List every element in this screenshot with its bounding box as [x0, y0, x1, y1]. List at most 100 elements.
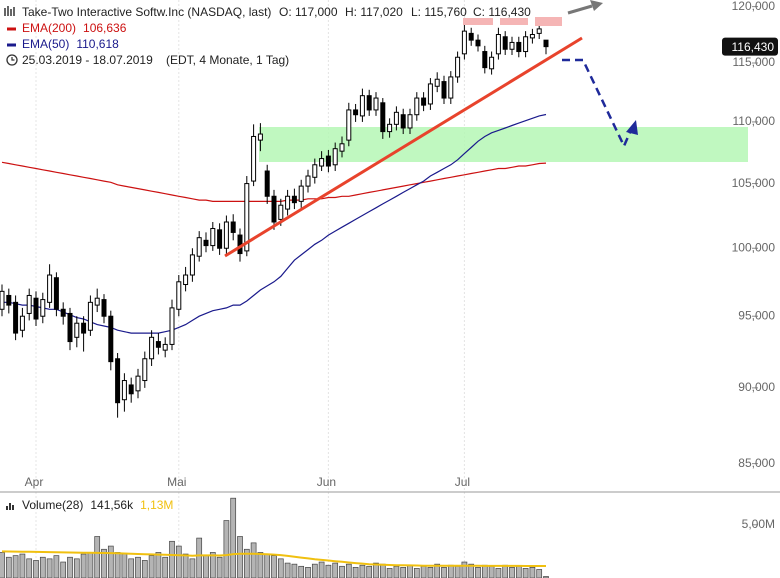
volume-bar	[271, 555, 277, 578]
volume-bar	[468, 563, 475, 578]
candle-body	[421, 97, 427, 106]
candle-body	[13, 301, 19, 334]
volume-bar	[339, 565, 345, 578]
volume-bar	[121, 553, 128, 578]
volume-bar	[141, 560, 148, 578]
volume-bar	[12, 555, 19, 578]
volume-bar	[529, 567, 536, 578]
candle-body	[448, 76, 454, 99]
volume-bar	[332, 562, 339, 578]
volume-bar	[420, 565, 427, 578]
y-tick-label: 90,000	[738, 380, 775, 394]
candle-body	[183, 274, 189, 286]
candle-body	[87, 301, 93, 331]
candle-body	[0, 290, 5, 310]
volume-bar	[434, 563, 441, 578]
volume-bar	[311, 563, 318, 578]
volume-bar	[284, 562, 291, 578]
candle-body	[135, 375, 141, 392]
volume-bar	[19, 553, 26, 578]
candle-body	[373, 97, 379, 111]
volume-bar	[359, 564, 366, 578]
volume-bar	[237, 536, 243, 578]
volume-panel: 5,00M Volume(28) 141,56k 1,13M	[0, 497, 775, 578]
quote-close: C: 116,430	[473, 5, 531, 19]
candle-body	[502, 36, 508, 50]
volume-ma-line	[1, 550, 546, 567]
candle-body	[489, 56, 495, 70]
last-price-tag	[722, 37, 778, 56]
volume-bar	[386, 568, 393, 578]
candle-body	[251, 135, 257, 182]
candle-body	[6, 294, 12, 306]
candle-body	[427, 83, 433, 105]
volume-bar	[223, 520, 230, 578]
y-tick-label: 5,00M	[742, 517, 775, 531]
candle-body	[400, 114, 406, 129]
candle-body	[298, 185, 304, 202]
candle-body	[461, 30, 467, 55]
candle-body	[67, 312, 73, 343]
candle-body	[434, 78, 440, 87]
volume-bar	[169, 540, 175, 578]
candle-body	[509, 41, 515, 50]
volume-bar	[94, 536, 101, 578]
volume-bar	[379, 563, 386, 578]
candle-body	[81, 322, 87, 334]
range-note: (EDT, 4 Monate, 1 Tag)	[166, 53, 289, 67]
candle-body	[346, 109, 352, 141]
candle-body	[142, 358, 148, 382]
clock-hands	[11, 57, 15, 61]
candle-body	[33, 297, 39, 320]
volume-bar	[441, 567, 447, 578]
volume-bar	[264, 553, 271, 578]
candle-body	[475, 39, 481, 47]
volume-bar	[114, 552, 121, 578]
volume-bar	[277, 558, 284, 578]
legend-value: 110,618	[76, 37, 119, 51]
candle-body	[387, 123, 393, 133]
quote-high: H: 117,020	[345, 5, 403, 19]
volume-bar	[87, 552, 94, 578]
candle-body	[210, 228, 216, 247]
volume-bar	[447, 564, 454, 578]
volume-value: 141,56k	[90, 498, 134, 512]
y-tick-label: 110,000	[733, 114, 776, 128]
candle-body	[529, 34, 535, 39]
candle-body	[244, 183, 250, 252]
volume-bar	[80, 553, 87, 578]
candle-body	[325, 155, 331, 167]
candle-body	[536, 28, 542, 34]
volume-bar	[209, 552, 216, 578]
candle-body	[271, 195, 277, 223]
y-tick-label: 115,000	[733, 55, 776, 69]
volume-bar	[305, 567, 311, 578]
candle-body	[155, 341, 161, 348]
axes: 85,000 90,000 95,000 100,000 105,000 110,000 1…	[25, 0, 778, 489]
volume-bar	[454, 565, 461, 578]
legend: EMA(200) 106,636 EMA(50) 110,618	[7, 21, 127, 51]
volume-bar	[175, 545, 182, 578]
volume-bar	[352, 567, 359, 578]
candle-body	[223, 221, 229, 249]
volume-bar	[481, 564, 488, 578]
y-tick-label: 95,000	[738, 308, 775, 322]
candle-body	[169, 307, 175, 345]
candle-body	[285, 195, 291, 210]
candle-body	[495, 34, 501, 55]
volume-bar	[488, 565, 495, 578]
volume-bar	[250, 542, 257, 578]
volume-bar	[26, 558, 33, 578]
volume-bar	[325, 564, 332, 578]
last-price-label: 116,430	[732, 40, 775, 54]
y-tick-label: 105,000	[732, 176, 776, 190]
candle-body	[339, 143, 345, 152]
candle-body	[291, 195, 297, 204]
volume-bar	[189, 558, 196, 578]
candle-body	[407, 114, 413, 129]
volume-bar	[495, 568, 502, 578]
volume-bar	[53, 555, 60, 578]
candle-body	[523, 36, 529, 53]
y-tick-label: 85,000	[738, 456, 775, 470]
candle-body	[516, 41, 522, 53]
